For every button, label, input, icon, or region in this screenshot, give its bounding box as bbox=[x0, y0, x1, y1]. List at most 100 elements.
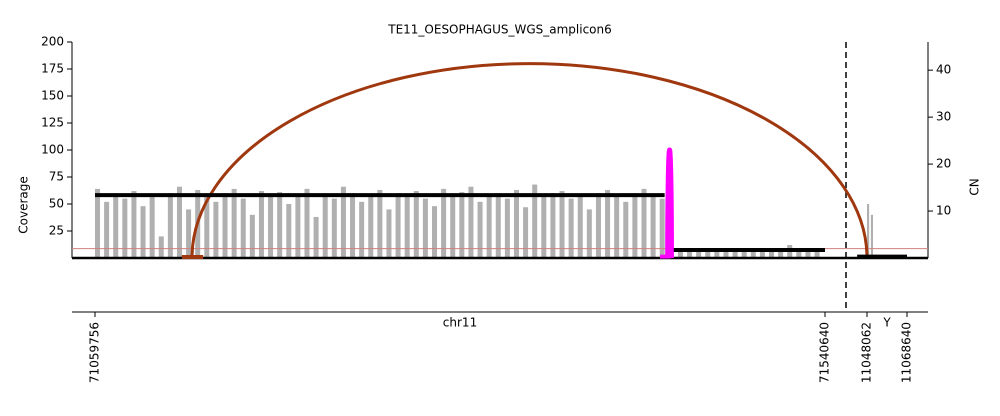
coverage-bar bbox=[778, 250, 784, 258]
coverage-bar bbox=[486, 195, 492, 258]
coverage-bar bbox=[650, 195, 656, 258]
coverage-bar bbox=[158, 236, 164, 258]
coverage-bar bbox=[723, 250, 729, 258]
coverage-bar bbox=[140, 206, 146, 258]
coverage-bar bbox=[559, 191, 565, 258]
segment-label: chr11 bbox=[443, 316, 477, 330]
coverage-bar bbox=[104, 201, 110, 258]
coverage-bar bbox=[513, 189, 519, 258]
coverage-bar bbox=[769, 249, 775, 258]
x-tick-label: 11068640 bbox=[900, 322, 914, 383]
coverage-bar bbox=[605, 189, 611, 258]
coverage-bar bbox=[714, 250, 720, 258]
coverage-bar bbox=[705, 249, 711, 258]
coverage-bar bbox=[659, 198, 665, 258]
coverage-bar bbox=[450, 195, 456, 258]
coverage-bar bbox=[186, 209, 192, 258]
y2-tick-label: 40 bbox=[936, 63, 951, 77]
coverage-bar bbox=[504, 198, 510, 258]
coverage-bar bbox=[623, 201, 629, 258]
coverage-bar bbox=[213, 201, 219, 258]
coverage-bar bbox=[677, 249, 683, 258]
coverage-bar bbox=[541, 195, 547, 258]
coverage-bar bbox=[368, 195, 374, 258]
breakpoint-arc bbox=[665, 148, 674, 259]
coverage-bar bbox=[805, 249, 811, 258]
coverage-bar bbox=[95, 188, 101, 258]
y-tick-label: 175 bbox=[41, 62, 64, 76]
coverage-bar bbox=[386, 209, 392, 258]
coverage-bar bbox=[231, 188, 237, 258]
y-tick-label: 150 bbox=[41, 89, 64, 103]
y2-axis-label: CN bbox=[968, 178, 982, 195]
coverage-bar bbox=[286, 204, 292, 258]
coverage-bar bbox=[477, 201, 483, 258]
coverage-bar bbox=[268, 195, 274, 258]
coverage-bar bbox=[340, 186, 346, 258]
coverage-bar bbox=[377, 189, 383, 258]
coverage-bar bbox=[204, 195, 210, 258]
coverage-bar bbox=[149, 195, 155, 258]
coverage-bar bbox=[176, 186, 182, 258]
y-axis-label: Coverage bbox=[17, 176, 31, 234]
coverage-bar bbox=[523, 207, 529, 258]
x-tick-label: 71059756 bbox=[88, 322, 102, 383]
coverage-bar bbox=[796, 250, 802, 258]
coverage-bar bbox=[614, 196, 620, 258]
coverage-bar bbox=[495, 193, 501, 258]
y-tick-label: 25 bbox=[49, 224, 64, 238]
y-tick-label: 50 bbox=[49, 197, 64, 211]
coverage-bar bbox=[696, 251, 702, 258]
x-tick-label: 11048062 bbox=[860, 322, 874, 383]
coverage-bar bbox=[577, 195, 583, 258]
x-tick-label: 71540640 bbox=[818, 322, 832, 383]
coverage-bar bbox=[432, 206, 438, 258]
y-tick-label: 200 bbox=[41, 35, 64, 49]
y2-tick-label: 30 bbox=[936, 110, 951, 124]
coverage-bar bbox=[240, 198, 246, 258]
breakpoint-arc bbox=[190, 62, 869, 259]
coverage-bar bbox=[641, 188, 647, 258]
y-tick-label: 75 bbox=[49, 170, 64, 184]
coverage-bar bbox=[867, 204, 870, 258]
y-tick-label: 125 bbox=[41, 116, 64, 130]
chart-title: TE11_OESOPHAGUS_WGS_amplicon6 bbox=[387, 23, 612, 37]
coverage-bar bbox=[277, 192, 283, 258]
y2-tick-label: 10 bbox=[936, 204, 951, 218]
coverage-bar bbox=[313, 216, 319, 258]
coverage-bar bbox=[295, 196, 301, 258]
coverage-bar bbox=[532, 184, 538, 258]
coverage-bar bbox=[814, 250, 820, 258]
coverage-bar bbox=[550, 193, 556, 258]
coverage-bar bbox=[258, 191, 264, 258]
coverage-bar bbox=[322, 193, 328, 258]
y-tick-label: 100 bbox=[41, 143, 64, 157]
coverage-bar bbox=[422, 198, 428, 258]
coverage-bar bbox=[586, 209, 592, 258]
coverage-bar bbox=[732, 249, 738, 258]
coverage-bar bbox=[687, 250, 693, 258]
coverage-bar bbox=[395, 193, 401, 258]
coverage-bar bbox=[568, 198, 574, 258]
coverage-bar bbox=[750, 250, 756, 258]
coverage-bar bbox=[413, 191, 419, 258]
coverage-bar bbox=[350, 193, 356, 258]
coverage-bar bbox=[595, 193, 601, 258]
coverage-bar bbox=[113, 193, 119, 258]
coverage-bar bbox=[122, 198, 128, 258]
coverage-bar bbox=[131, 191, 137, 258]
coverage-bar bbox=[741, 251, 747, 258]
coverage-bar bbox=[632, 193, 638, 258]
y2-tick-label: 20 bbox=[936, 157, 951, 171]
coverage-bar bbox=[459, 192, 465, 258]
coverage-bar bbox=[359, 201, 365, 258]
coverage-bar bbox=[441, 188, 447, 258]
coverage-bar bbox=[870, 214, 874, 258]
coverage-bar bbox=[331, 198, 337, 258]
coverage-bar bbox=[167, 193, 173, 258]
coverage-bar bbox=[468, 186, 474, 258]
coverage-bar bbox=[222, 193, 228, 258]
coverage-bar bbox=[304, 188, 310, 258]
segment-label: Y bbox=[882, 316, 891, 330]
